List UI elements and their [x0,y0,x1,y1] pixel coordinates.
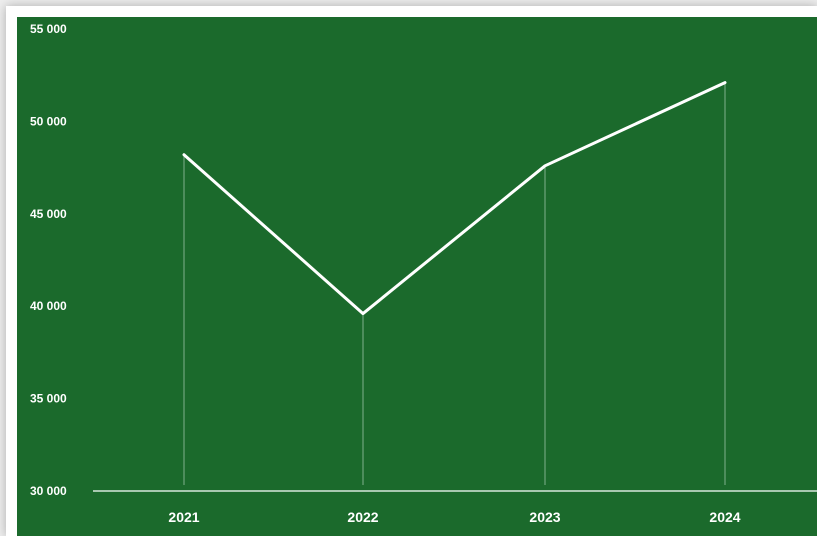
chart-panel: 55 000 50 000 45 000 40 000 35 000 30 000 202… [17,17,817,536]
y-tick-label: 30 000 [30,484,67,498]
chart-background [17,17,817,536]
x-tick-label-2023: 2023 [529,509,560,525]
y-tick-label: 35 000 [30,392,67,406]
y-tick-label: 40 000 [30,299,67,313]
y-tick-label: 45 000 [30,207,67,221]
x-tick-label-2024: 2024 [709,509,740,525]
y-axis-tick-labels: 55 000 50 000 45 000 40 000 35 000 30 000 [30,22,67,498]
x-tick-label-2021: 2021 [168,509,199,525]
x-axis-tick-labels: 2021 2022 2023 2024 [168,509,740,525]
drop-lines [183,82,726,485]
x-tick-label-2022: 2022 [347,509,378,525]
series-line [182,81,727,316]
y-tick-label: 55 000 [30,22,67,36]
line-chart: 55 000 50 000 45 000 40 000 35 000 30 000 202… [17,17,817,536]
y-tick-label: 50 000 [30,114,67,128]
